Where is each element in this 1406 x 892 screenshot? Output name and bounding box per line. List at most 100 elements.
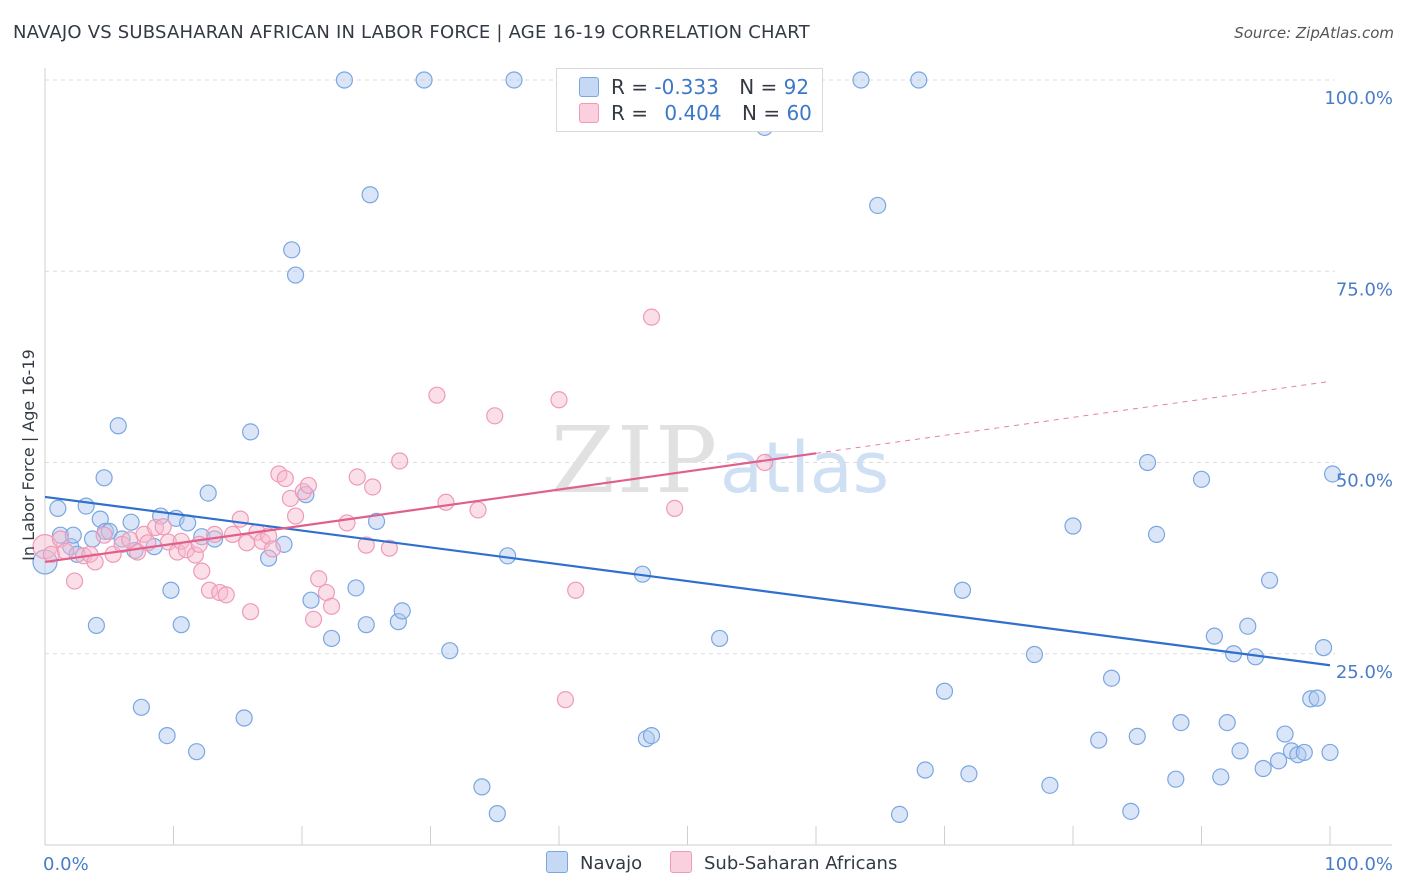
subsaharan-point	[428, 386, 446, 404]
navajo-point	[1321, 743, 1339, 762]
stats-legend: R = -0.333 N = 92 R = 0.404 N = 60	[556, 68, 823, 132]
navajo-point	[235, 709, 253, 727]
y-axis-label: In Labor Force | Age 16-19	[19, 349, 38, 561]
navajo-point	[935, 682, 954, 700]
navajo-point	[916, 761, 934, 779]
n-label: N =	[742, 101, 781, 125]
subsaharan-point	[186, 546, 204, 564]
navajo-point	[852, 71, 870, 89]
navajo-point	[259, 549, 278, 567]
subsaharan-swatch	[579, 103, 599, 123]
y-tick-25: 25.0%	[1336, 662, 1393, 683]
navajo-point	[960, 765, 978, 783]
navajo-point	[49, 499, 67, 517]
navajo-point	[347, 579, 365, 597]
subsaharan-point	[338, 514, 356, 532]
subsaharan-legend-label: Sub-Saharan Africans	[704, 853, 898, 874]
navajo-point	[87, 616, 106, 635]
navajo-point	[367, 512, 386, 531]
gridlines	[45, 79, 1335, 655]
navajo-point	[393, 602, 411, 620]
subsaharan-point	[200, 581, 219, 599]
y-tick-50: 50.0%	[1336, 471, 1393, 492]
subsaharan-point	[364, 478, 382, 496]
subsaharan-point	[42, 545, 61, 563]
chart-title: NAVAJO VS SUBSAHARAN AFRICAN IN LABOR FO…	[13, 22, 810, 43]
r-value-navajo: -0.333	[654, 75, 719, 99]
subsaharan-point	[242, 603, 260, 621]
navajo-point	[473, 778, 491, 796]
y-tick-100: 100.0%	[1324, 88, 1393, 109]
subsaharan-point	[469, 501, 487, 519]
r-value-subsaharan: 0.404	[664, 101, 722, 125]
subsaharan-point	[550, 391, 568, 409]
navajo-point	[441, 642, 459, 660]
navajo-legend-label: Navajo	[580, 853, 643, 874]
subsaharan-point	[206, 525, 224, 544]
watermark-zip: ZIP	[551, 407, 719, 514]
subsaharan-point	[567, 581, 585, 599]
navajo-legend-swatch	[546, 851, 568, 873]
navajo-point	[361, 186, 379, 204]
subsaharan-point	[276, 469, 294, 488]
subsaharan-point	[322, 597, 341, 615]
navajo-point	[488, 805, 506, 823]
subsaharan-point	[154, 518, 172, 536]
subsaharan-point	[263, 540, 282, 558]
subsaharan-legend-swatch	[670, 851, 692, 873]
legend-item-subsaharan: Sub-Saharan Africans	[670, 851, 897, 874]
navajo-point	[1192, 470, 1211, 488]
navajo-point	[302, 591, 320, 609]
navajo-point	[1314, 639, 1333, 657]
subsaharan-point	[286, 507, 305, 525]
subsaharan-point	[348, 468, 366, 486]
navajo-point	[1147, 525, 1166, 544]
navajo-point	[637, 730, 655, 748]
navajo-point	[1302, 690, 1320, 708]
navajo-point	[357, 616, 375, 634]
subsaharan-point	[437, 493, 455, 511]
navajo-point	[953, 581, 972, 599]
navajo-point	[109, 417, 127, 435]
subsaharan-point	[193, 562, 211, 580]
navajo-point	[1041, 776, 1059, 794]
n-value-subsaharan: 60	[786, 101, 812, 125]
navajo-point	[335, 71, 354, 89]
source-label: Source: ZipAtlas.com	[1234, 24, 1394, 42]
navajo-point	[1205, 627, 1223, 645]
watermark-atlas: atlas	[720, 427, 889, 509]
navajo-point	[1261, 571, 1279, 589]
subsaharan-point	[310, 570, 328, 588]
navajo-point	[1276, 725, 1294, 743]
navajo-point	[1269, 752, 1288, 770]
navajo-point	[64, 526, 82, 544]
navajo-point	[1172, 713, 1190, 732]
navajo-point	[188, 743, 206, 761]
navajo-point	[1138, 453, 1157, 472]
navajo-trend-line	[44, 495, 1331, 667]
navajo-point	[1122, 802, 1140, 820]
navajo-point	[286, 266, 305, 284]
navajo-point	[95, 469, 113, 487]
subsaharan-point	[231, 510, 249, 528]
navajo-point	[132, 698, 150, 716]
navajo-point	[415, 71, 433, 89]
subsaharan-point	[486, 407, 504, 425]
x-tick-right: 100.0%	[1324, 854, 1393, 875]
subsaharan-point	[642, 308, 661, 326]
navajo-point	[1102, 669, 1121, 687]
r-label: R =	[611, 75, 649, 99]
navajo-point	[1212, 768, 1230, 786]
subsaharan-point	[65, 572, 84, 590]
navajo-point	[1308, 689, 1326, 707]
n-value-navajo: 92	[783, 75, 810, 99]
watermark: ZIP atlas	[551, 407, 889, 514]
subsaharan-point	[391, 452, 409, 470]
axes	[44, 68, 1392, 846]
navajo-point	[869, 196, 887, 215]
subsaharan-point	[299, 476, 318, 495]
navajo-point	[1295, 743, 1313, 762]
r-label: R =	[611, 101, 649, 125]
subsaharan-point	[304, 610, 323, 628]
navajo-point	[505, 71, 523, 89]
